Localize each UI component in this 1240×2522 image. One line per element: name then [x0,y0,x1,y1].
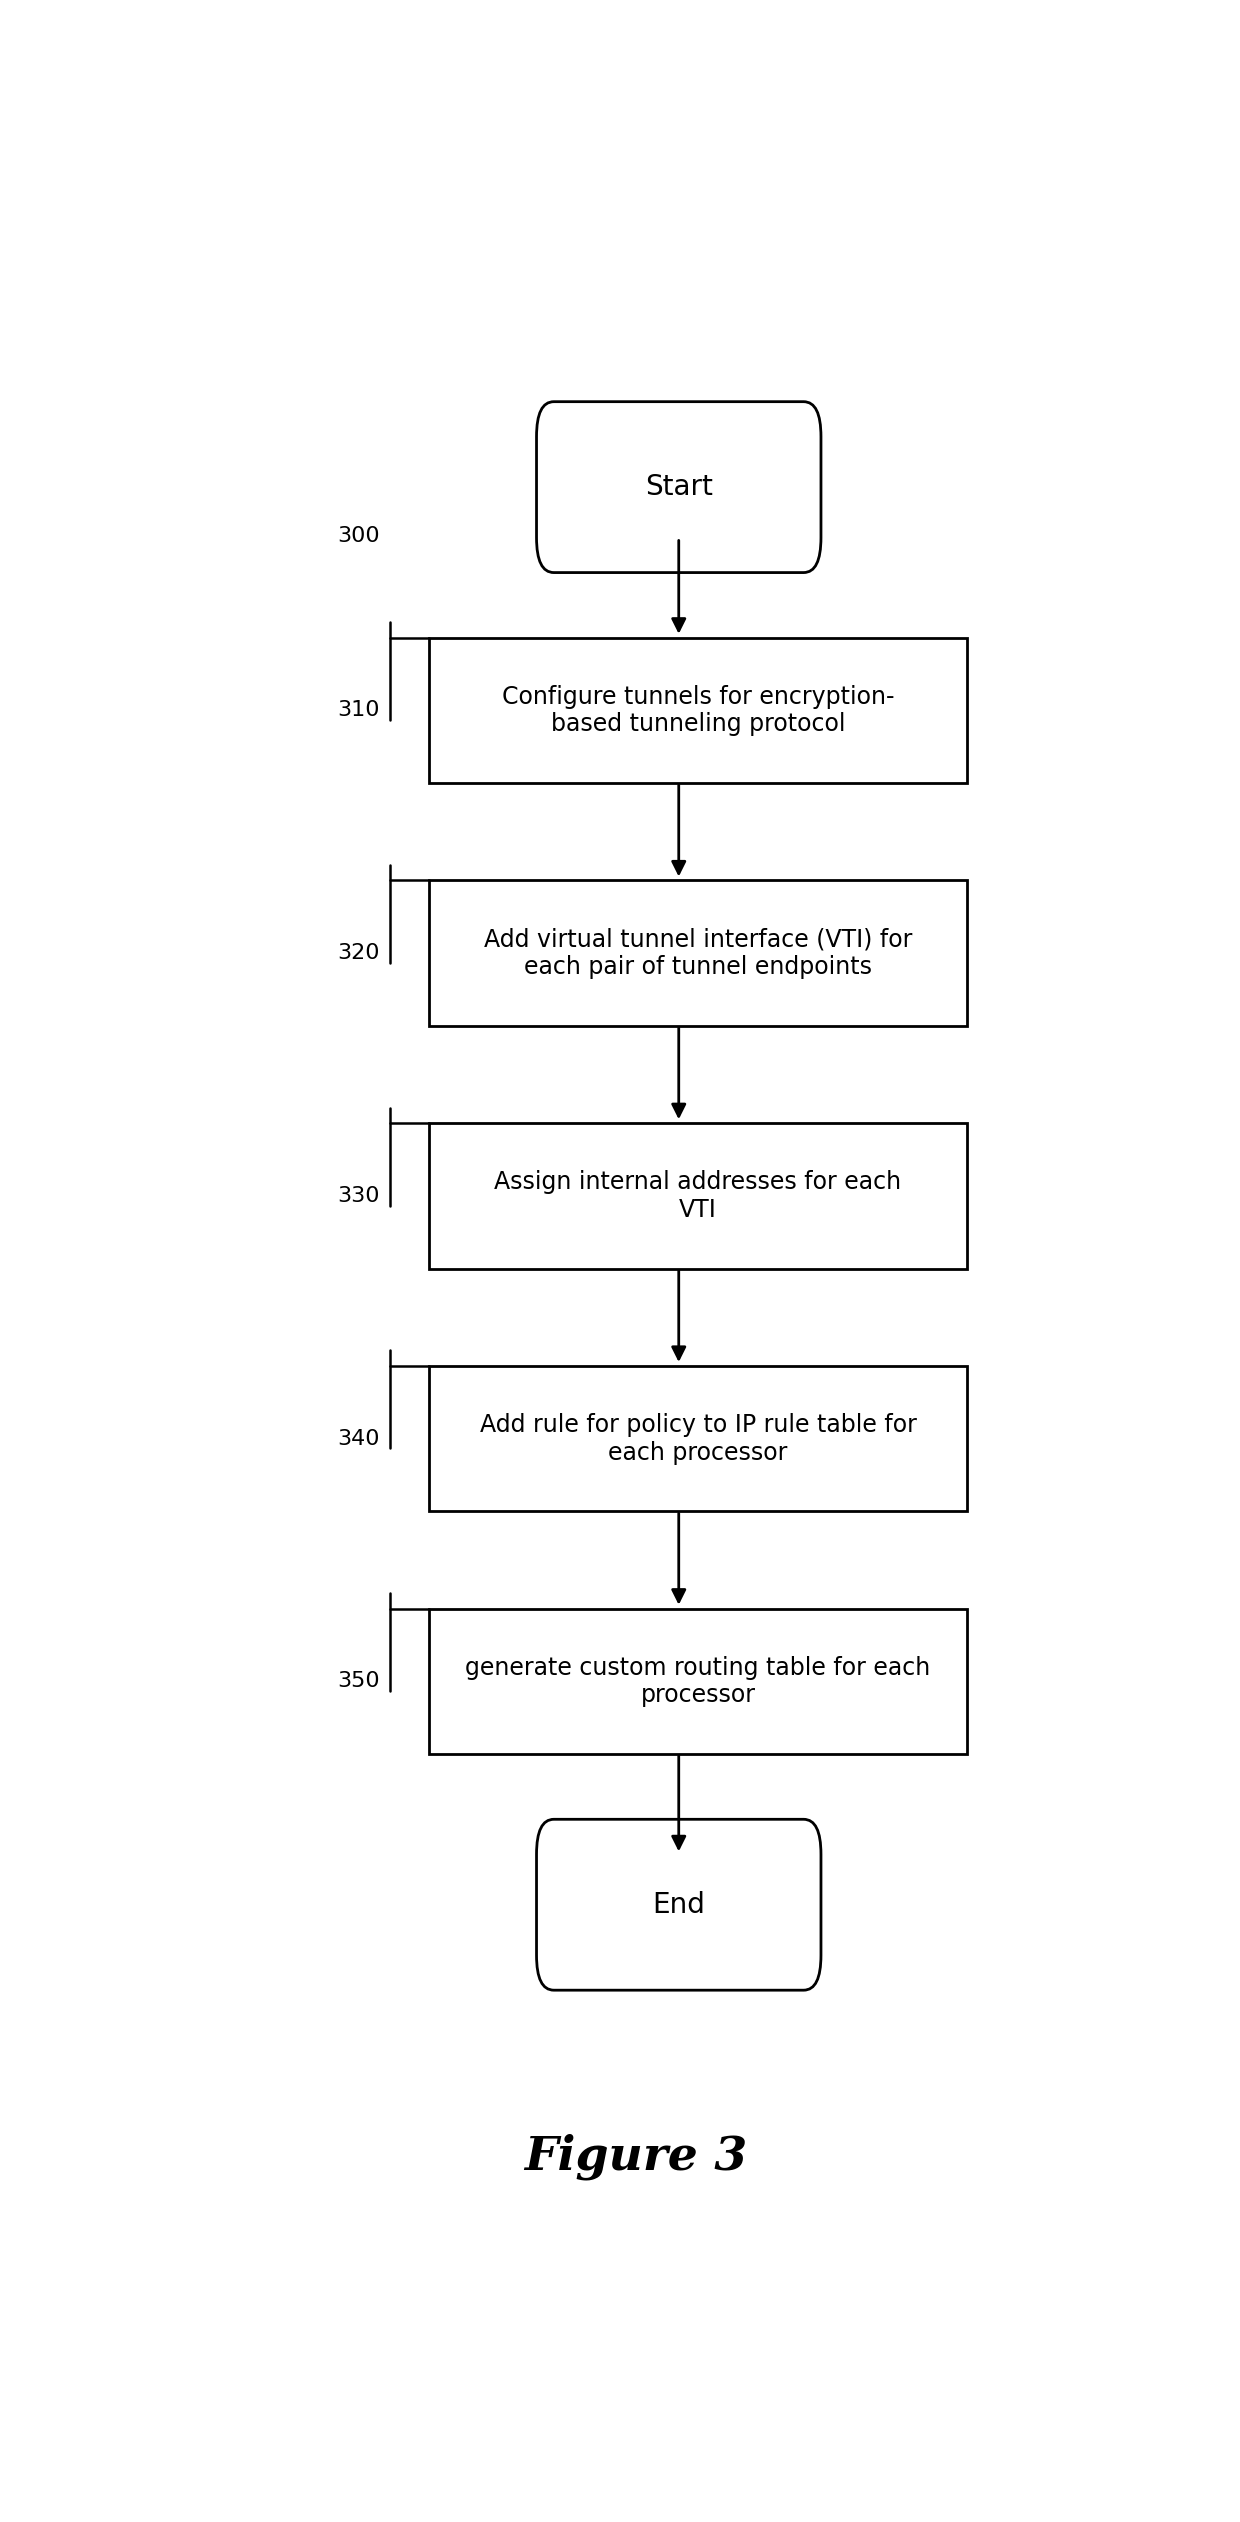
Text: Add virtual tunnel interface (VTI) for
each pair of tunnel endpoints: Add virtual tunnel interface (VTI) for e… [484,928,913,979]
Bar [429,1609,967,1755]
Text: 310: 310 [337,701,381,721]
Text: generate custom routing table for each
processor: generate custom routing table for each p… [465,1654,930,1707]
Text: Assign internal addresses for each
VTI: Assign internal addresses for each VTI [495,1170,901,1221]
Text: Add rule for policy to IP rule table for
each processor: Add rule for policy to IP rule table for… [480,1412,916,1465]
Text: 300: 300 [337,525,381,545]
FancyBboxPatch shape [537,1818,821,1990]
Bar [429,1122,967,1269]
Text: Configure tunnels for encryption-
based tunneling protocol: Configure tunnels for encryption- based … [502,683,894,736]
Text: 350: 350 [337,1672,381,1692]
Text: 330: 330 [337,1185,381,1206]
Bar [429,638,967,784]
Text: Start: Start [645,474,713,502]
Text: End: End [652,1892,706,1919]
Bar [429,1367,967,1511]
Bar [429,880,967,1026]
FancyBboxPatch shape [537,401,821,572]
Text: 340: 340 [337,1427,381,1448]
Text: 320: 320 [337,943,381,963]
Text: Figure 3: Figure 3 [523,2134,748,2182]
